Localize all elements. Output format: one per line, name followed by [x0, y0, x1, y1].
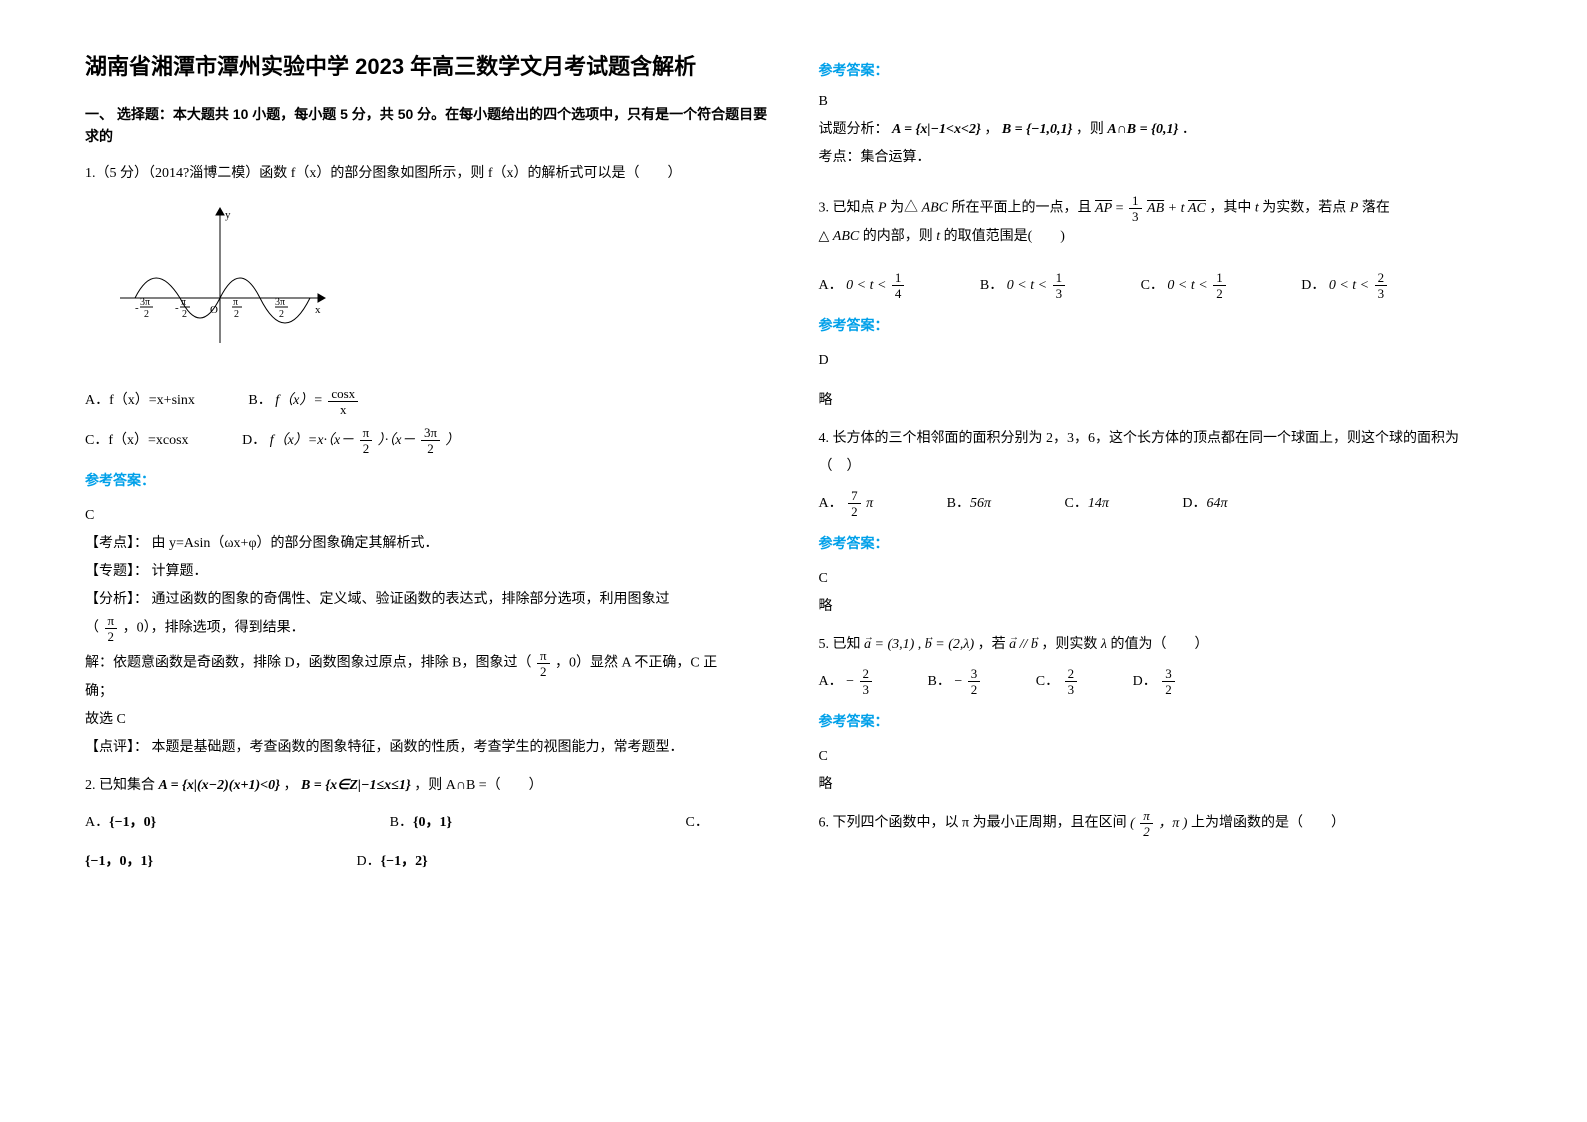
- svg-text:-: -: [175, 302, 179, 314]
- p2-analysis-line1: 试题分析： A = {x|−1<x<2} ， B = {−1,0,1} ，则 A…: [819, 116, 1503, 144]
- p5-answer-body: 略: [819, 771, 1503, 799]
- p2-answer-letter: B: [819, 88, 1503, 116]
- p5-option-c: C． 23: [1036, 667, 1079, 698]
- problem-3-options: A． 0 < t < 14 B． 0 < t < 13 C． 0 < t < 1…: [819, 271, 1503, 302]
- p4-option-a: A． 72 π: [819, 489, 874, 520]
- p1-comment: 【点评】： 本题是基础题，考查函数的图象特征，函数的性质，考查学生的视图能力，常…: [85, 734, 769, 762]
- problem-2-options-row-1: A．{−1，0} B．{0，1} C．: [85, 808, 769, 839]
- svg-text:3π: 3π: [140, 297, 150, 308]
- p1-solution-line3: 故选 C: [85, 706, 769, 734]
- p1-option-b: B． f（x）= cosx x: [248, 386, 360, 417]
- problem-1-stem: 1.（5 分）（2014?淄博二模）函数 f（x）的部分图象如图所示，则 f（x…: [85, 160, 769, 188]
- problem-2-options-row-2: {−1，0，1} D．{−1，2}: [85, 847, 769, 878]
- p4-option-b: B．56π: [947, 489, 991, 520]
- document-title: 湖南省湘潭市潭州实验中学 2023 年高三数学文月考试题含解析: [85, 50, 769, 83]
- answer-heading: 参考答案：: [819, 312, 1503, 339]
- vector-equation: AP = 13 AB + t AC: [1095, 201, 1209, 216]
- p1-analysis-line: 【分析】： 通过函数的图象的奇偶性、定义域、验证函数的表达式，排除部分选项，利用…: [85, 586, 769, 614]
- problem-1-answer: C 【考点】： 由 y=Asin（ωx+φ）的部分图象确定其解析式． 【专题】：…: [85, 502, 769, 762]
- right-column: 参考答案： B 试题分析： A = {x|−1<x<2} ， B = {−1,0…: [794, 50, 1528, 1072]
- problem-3-stem: 3. 已知点 P 为△ ABC 所在平面上的一点，且 AP = 13 AB + …: [819, 194, 1503, 251]
- a-parallel-b: a // b: [1009, 637, 1038, 652]
- problem-4: 4. 长方体的三个相邻面的面积分别为 2，3，6，这个长方体的顶点都在同一个球面…: [819, 425, 1503, 621]
- problem-5-options: A． − 23 B． − 32 C． 23 D． 32: [819, 667, 1503, 698]
- problem-1-options-row-1: A．f（x）=x+sinx B． f（x）= cosx x: [85, 386, 769, 417]
- p2-option-b: B．{0，1}: [390, 808, 452, 839]
- problem-4-options: A． 72 π B．56π C．14π D．64π: [819, 489, 1503, 520]
- problem-3: 3. 已知点 P 为△ ABC 所在平面上的一点，且 AP = 13 AB + …: [819, 194, 1503, 415]
- fraction: cosx x: [328, 387, 358, 416]
- answer-heading: 参考答案：: [819, 60, 1503, 80]
- x-axis-label: x: [315, 304, 321, 316]
- p2-option-a: A．{−1，0}: [85, 808, 156, 839]
- svg-text:2: 2: [144, 309, 149, 320]
- problem-3-answer: D 略: [819, 347, 1503, 415]
- set-b-expr: B = {x∈Z|−1≤x≤1}: [301, 778, 411, 793]
- section-1-header: 一、 选择题：本大题共 10 小题，每小题 5 分，共 50 分。在每小题给出的…: [85, 103, 769, 148]
- p3-option-b: B． 0 < t < 13: [980, 271, 1067, 302]
- problem-5-answer: C 略: [819, 743, 1503, 799]
- p4-option-d: D．64π: [1182, 489, 1227, 520]
- answer-heading: 参考答案：: [85, 467, 769, 494]
- function-graph-figure: y x O - 3π 2 - π 2 π 2 3π 2: [115, 203, 335, 353]
- p1-solution-line1: 解：依题意函数是奇函数，排除 D，函数图象过原点，排除 B，图象过（ π2 ，0…: [85, 649, 769, 678]
- p2-option-c-letter: C．: [686, 808, 709, 839]
- p4-answer-body: 略: [819, 593, 1503, 621]
- problem-5-stem: 5. 已知 a = (3,1) , b = (2,λ) ，若 a // b ，则…: [819, 631, 1503, 659]
- problem-6-stem: 6. 下列四个函数中，以 π 为最小正周期，且在区间 ( π2 ，π ) 上为增…: [819, 809, 1503, 838]
- problem-5: 5. 已知 a = (3,1) , b = (2,λ) ，若 a // b ，则…: [819, 631, 1503, 799]
- p2-option-d: D．{−1，2}: [357, 847, 428, 878]
- problem-4-stem: 4. 长方体的三个相邻面的面积分别为 2，3，6，这个长方体的顶点都在同一个球面…: [819, 425, 1503, 481]
- svg-text:2: 2: [182, 309, 187, 320]
- p3-option-a: A． 0 < t < 14: [819, 271, 907, 302]
- p5-option-b: B． − 32: [928, 667, 983, 698]
- left-column: 湖南省湘潭市潭州实验中学 2023 年高三数学文月考试题含解析 一、 选择题：本…: [60, 50, 794, 1072]
- problem-1: 1.（5 分）（2014?淄博二模）函数 f（x）的部分图象如图所示，则 f（x…: [85, 160, 769, 762]
- p1-option-c: C．f（x）=xcosx: [85, 426, 189, 457]
- svg-text:3π: 3π: [275, 297, 285, 308]
- p1-topic: 【专题】： 计算题．: [85, 558, 769, 586]
- vectors-ab-def: a = (3,1) , b = (2,λ): [864, 637, 978, 652]
- svg-text:π: π: [181, 297, 186, 308]
- answer-heading: 参考答案：: [819, 530, 1503, 557]
- p4-answer-letter: C: [819, 565, 1503, 593]
- problem-1-options-row-2: C．f（x）=xcosx D． f（x）=x·（x－ π2 ）·（x－ 3π2 …: [85, 426, 769, 457]
- p2-analysis-line2: 考点：集合运算．: [819, 144, 1503, 172]
- problem-2-answer: B 试题分析： A = {x|−1<x<2} ， B = {−1,0,1} ，则…: [819, 88, 1503, 172]
- p1-option-d: D． f（x）=x·（x－ π2 ）·（x－ 3π2 ）: [242, 426, 459, 457]
- problem-2-stem: 2. 已知集合 A = {x|(x−2)(x+1)<0} ， B = {x∈Z|…: [85, 772, 769, 800]
- interval-expr: ( π2 ，π ): [1130, 816, 1191, 831]
- p2-option-c: {−1，0，1}: [85, 847, 153, 878]
- p1-answer-letter: C: [85, 502, 769, 530]
- tick-neg3pi2: -: [135, 302, 139, 314]
- problem-2: 2. 已知集合 A = {x|(x−2)(x+1)<0} ， B = {x∈Z|…: [85, 772, 769, 879]
- p1-option-a: A．f（x）=x+sinx: [85, 386, 195, 417]
- p4-option-c: C．14π: [1065, 489, 1109, 520]
- p1-keypoint: 【考点】： 由 y=Asin（ωx+φ）的部分图象确定其解析式．: [85, 530, 769, 558]
- p5-option-d: D． 32: [1133, 667, 1177, 698]
- p3-answer-letter: D: [819, 347, 1503, 375]
- problem-6: 6. 下列四个函数中，以 π 为最小正周期，且在区间 ( π2 ，π ) 上为增…: [819, 809, 1503, 838]
- p5-answer-letter: C: [819, 743, 1503, 771]
- p5-option-a: A． − 23: [819, 667, 875, 698]
- answer-heading: 参考答案：: [819, 708, 1503, 735]
- p3-answer-body: 略: [819, 387, 1503, 415]
- set-a-expr: A = {x|(x−2)(x+1)<0}: [159, 778, 280, 793]
- svg-text:2: 2: [234, 309, 239, 320]
- p1-analysis-line2: （ π2 ，0），排除选项，得到结果．: [85, 614, 769, 643]
- svg-text:π: π: [233, 297, 238, 308]
- origin-label: O: [210, 304, 218, 316]
- y-axis-label: y: [225, 209, 231, 221]
- svg-text:2: 2: [279, 309, 284, 320]
- p3-option-d: D． 0 < t < 23: [1301, 271, 1389, 302]
- p3-option-c: C． 0 < t < 12: [1141, 271, 1228, 302]
- problem-4-answer: C 略: [819, 565, 1503, 621]
- p1-solution-line2: 确；: [85, 678, 769, 706]
